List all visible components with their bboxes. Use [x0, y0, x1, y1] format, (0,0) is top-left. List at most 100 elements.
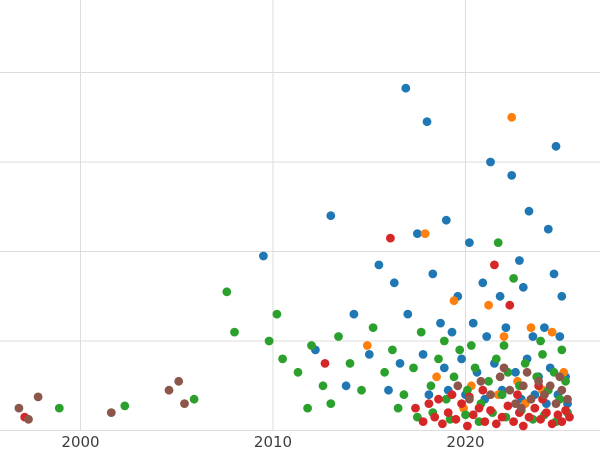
data-point-series-blue — [401, 83, 411, 93]
data-point-series-blue — [524, 206, 534, 216]
data-point-series-blue — [495, 291, 505, 301]
data-point-series-green — [293, 367, 303, 377]
data-point-series-red — [438, 419, 447, 429]
data-point-series-blue — [457, 354, 466, 364]
data-point-series-blue — [549, 269, 559, 279]
data-point-series-red — [468, 410, 478, 420]
data-point-series-blue — [478, 278, 488, 288]
data-point-series-green — [345, 359, 355, 368]
data-point-series-green — [484, 376, 493, 386]
data-point-series-red — [411, 403, 420, 413]
data-point-series-green — [326, 399, 336, 408]
data-point-series-brown — [522, 367, 532, 377]
data-point-series-brown — [486, 390, 495, 400]
data-point-series-red — [503, 401, 513, 411]
data-point-series-blue — [441, 215, 451, 225]
data-point-series-brown — [174, 376, 184, 386]
data-point-series-blue — [422, 117, 432, 127]
data-point-series-brown — [563, 394, 572, 404]
data-point-series-green — [368, 323, 378, 332]
data-point-series-orange — [432, 372, 441, 382]
data-point-series-green — [466, 341, 476, 350]
data-point-series-brown — [14, 403, 24, 413]
data-point-series-green — [461, 410, 470, 420]
data-point-series-green — [455, 345, 465, 355]
data-point-series-blue — [424, 390, 434, 400]
data-point-series-green — [120, 401, 130, 411]
data-point-series-orange — [507, 112, 517, 122]
data-point-series-red — [497, 412, 507, 422]
data-point-series-green — [303, 403, 312, 413]
data-point-series-red — [565, 412, 574, 422]
data-point-series-red — [478, 385, 488, 395]
data-point-series-red — [486, 406, 495, 415]
data-point-series-orange — [526, 323, 536, 332]
data-point-series-red — [386, 233, 395, 243]
data-point-series-blue — [384, 385, 393, 395]
data-point-series-blue — [507, 171, 517, 180]
data-point-series-brown — [180, 399, 189, 408]
data-point-series-green — [463, 385, 472, 395]
data-point-series-red — [434, 394, 443, 404]
data-point-series-green — [230, 327, 239, 337]
data-point-series-blue — [501, 323, 511, 332]
data-point-series-red — [430, 412, 440, 422]
data-point-series-green — [357, 385, 366, 395]
data-point-series-brown — [495, 372, 505, 382]
data-point-series-orange — [484, 300, 493, 310]
data-point-series-blue — [555, 332, 565, 341]
data-point-series-green — [509, 274, 518, 283]
data-point-series-blue — [326, 211, 336, 221]
data-point-series-red — [474, 403, 484, 413]
data-point-series-brown — [540, 390, 549, 400]
data-point-series-red — [320, 359, 330, 368]
data-point-series-blue — [515, 256, 524, 265]
data-point-series-blue — [341, 381, 351, 391]
data-point-series-green — [470, 363, 480, 373]
data-point-series-red — [509, 417, 518, 426]
data-point-series-blue — [259, 251, 268, 261]
data-point-series-red — [524, 412, 534, 422]
data-point-series-blue — [486, 157, 495, 167]
data-point-series-blue — [364, 350, 374, 359]
data-point-series-brown — [465, 394, 474, 404]
data-point-series-green — [449, 372, 459, 382]
data-point-series-green — [54, 403, 64, 413]
data-point-series-blue — [543, 224, 553, 234]
data-point-series-green — [222, 287, 232, 297]
data-point-series-red — [530, 403, 540, 413]
data-point-series-blue — [439, 363, 449, 373]
data-point-series-blue — [557, 291, 567, 301]
data-point-series-green — [334, 332, 343, 341]
data-point-series-brown — [551, 399, 561, 408]
x-tick-label: 2000 — [61, 433, 99, 450]
data-point-series-red — [447, 390, 457, 400]
data-point-series-red — [518, 421, 528, 431]
data-point-series-green — [497, 390, 507, 400]
data-point-series-green — [278, 354, 287, 364]
data-point-series-red — [490, 260, 499, 270]
data-point-series-green — [538, 350, 547, 359]
data-point-series-orange — [449, 296, 459, 306]
data-point-series-brown — [557, 385, 567, 395]
data-point-series-brown — [516, 403, 526, 413]
data-point-series-brown — [505, 385, 515, 395]
data-point-series-green — [434, 354, 443, 364]
data-point-series-brown — [545, 381, 555, 391]
data-point-series-brown — [24, 414, 33, 424]
data-point-series-green — [318, 381, 328, 391]
data-point-series-red — [505, 300, 515, 310]
data-point-series-orange — [420, 229, 430, 239]
data-point-series-blue — [374, 260, 384, 270]
data-point-series-brown — [453, 381, 463, 391]
data-point-series-red — [443, 408, 453, 417]
data-point-series-blue — [395, 359, 405, 368]
data-point-series-orange — [362, 341, 372, 350]
x-tick-label: 2010 — [254, 433, 292, 450]
data-point-series-brown — [33, 392, 43, 402]
data-point-series-red — [424, 399, 434, 408]
data-point-series-blue — [482, 332, 492, 341]
data-point-series-blue — [540, 323, 549, 332]
